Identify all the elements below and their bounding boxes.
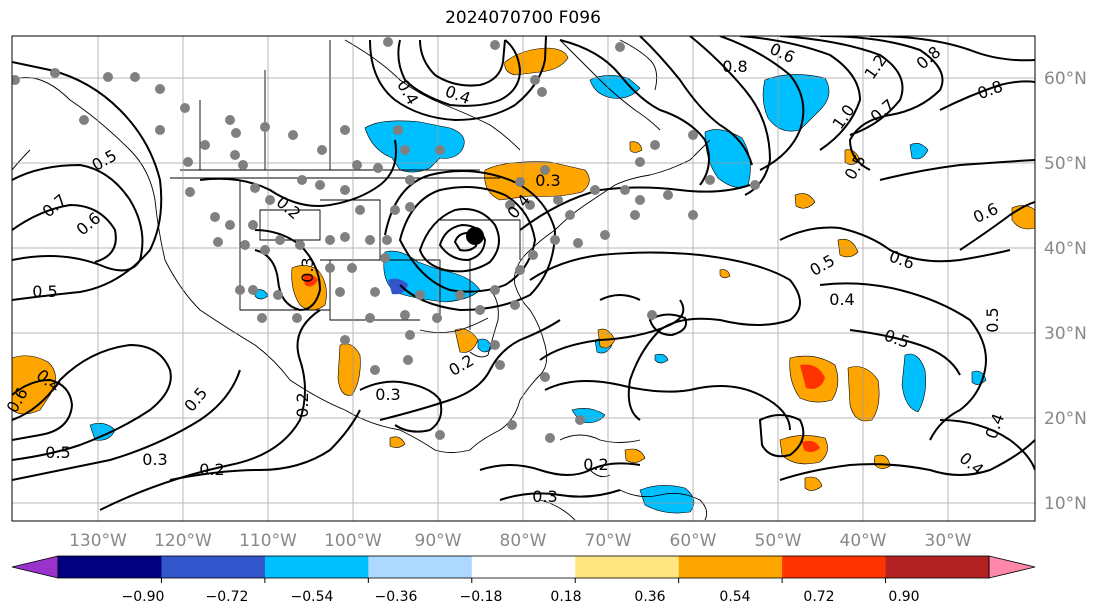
colorbar-tick-label: 0.54 (719, 589, 750, 605)
lon-label: 110°W (239, 531, 297, 551)
lat-label: 60°N (1044, 69, 1087, 89)
colorbar-bin (368, 556, 473, 578)
colorbar-frame (57, 555, 990, 579)
colorbar-bin (58, 556, 162, 578)
colorbar (11, 555, 1036, 583)
colorbar-tick-label: 0.36 (634, 589, 665, 605)
colorbar-tick-label: −0.90 (122, 589, 165, 605)
lon-label: 80°W (500, 531, 547, 551)
contour-label: 0.2 (583, 455, 608, 474)
colorbar-extend-low (11, 555, 59, 579)
lon-label: 100°W (324, 531, 382, 551)
lat-label: 30°N (1044, 324, 1087, 344)
colorbar-bin (678, 556, 783, 578)
colorbar-tick-label: 0.90 (888, 589, 919, 605)
contour-label: 0.3 (532, 487, 557, 506)
longitude-labels: 130°W 120°W 110°W 100°W 90°W 80°W 70°W 6… (69, 531, 972, 551)
contour-lines (12, 36, 1035, 511)
lon-label: 40°W (840, 531, 887, 551)
lon-label: 120°W (154, 531, 212, 551)
lon-label: 130°W (69, 531, 127, 551)
station-markers (12, 37, 760, 443)
contour-label: 0.3 (298, 257, 317, 282)
colorbar-tick-label: 0.72 (803, 589, 834, 605)
anomaly-shading (12, 47, 1035, 514)
contour-label: 0.3 (535, 171, 560, 190)
colorbar-bin (264, 556, 369, 578)
contour-label: 0.2 (199, 460, 224, 479)
low-center-marker (466, 227, 484, 245)
contour-label: 0.2 (293, 392, 312, 417)
contour-label: 0.4 (829, 290, 854, 309)
colorbar-ticks: −0.90 −0.72 −0.54 −0.36 −0.18 0.18 0.36 … (122, 589, 920, 605)
lon-label: 30°W (925, 531, 972, 551)
colorbar-tick-label: −0.72 (206, 589, 249, 605)
lon-label: 50°W (755, 531, 802, 551)
contour-label: 0.5 (983, 307, 1002, 332)
lat-label: 40°N (1044, 239, 1087, 259)
colorbar-extend-high (988, 555, 1036, 579)
contour-label: 0.8 (722, 57, 747, 76)
lat-label: 10°N (1044, 494, 1087, 514)
contour-label: 0.3 (142, 450, 167, 469)
colorbar-bin (575, 556, 680, 578)
contour-label: 0.5 (45, 443, 70, 462)
colorbar-tick-label: −0.18 (460, 589, 503, 605)
colorbar-bin (782, 556, 887, 578)
lon-label: 90°W (415, 531, 462, 551)
map-border (11, 35, 1036, 522)
colorbar-tick-label: −0.36 (375, 589, 418, 605)
colorbar-bin (471, 556, 576, 578)
lat-label: 50°N (1044, 154, 1087, 174)
map-title: 2024070700 F096 (445, 8, 601, 28)
contour-label: 0.5 (32, 282, 57, 301)
lon-label: 70°W (585, 531, 632, 551)
colorbar-bin (885, 556, 990, 578)
colorbar-bin (161, 556, 266, 578)
contour-label: 0.3 (375, 385, 400, 404)
lat-label: 20°N (1044, 409, 1087, 429)
lon-label: 60°W (670, 531, 717, 551)
latitude-labels: 60°N 50°N 40°N 30°N 20°N 10°N (1044, 69, 1087, 514)
colorbar-tick-label: −0.54 (291, 589, 334, 605)
colorbar-tick-label: 0.18 (550, 589, 581, 605)
